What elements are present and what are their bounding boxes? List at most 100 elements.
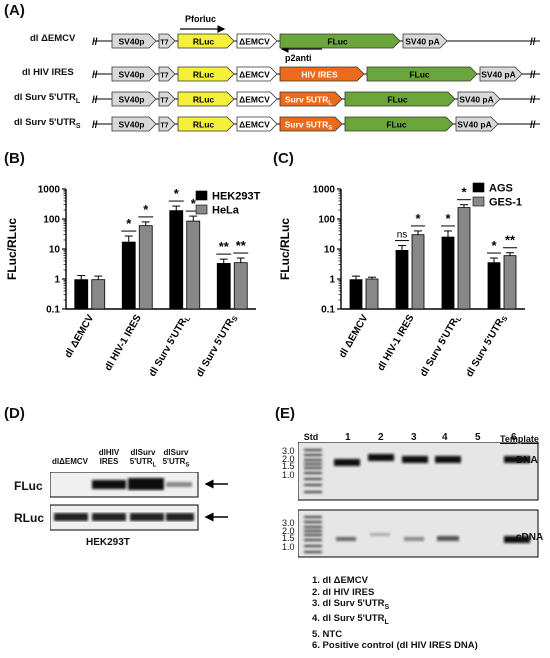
key-item-5: 5. NTC [312, 628, 343, 640]
fluc-band-4 [166, 482, 192, 487]
gel-lane-1: 1 [345, 432, 351, 443]
x-tick-label: dl HIV-1 IRES [103, 313, 144, 373]
x-tick-label: dl Surv 5'UTRL [418, 312, 463, 379]
construct-segment-label: SV40p [119, 120, 145, 130]
y-tick-label: 1 [54, 275, 60, 286]
chart-c: 0.1 1 10 100 1000 FLuc/RLuc dl ΔEMCV ns * dl HIV-… [278, 182, 525, 380]
sig-marker: ** [236, 238, 247, 253]
construct-label-1: dl ΔEMCV [30, 33, 76, 44]
rluc-band-4 [166, 513, 194, 521]
construct-segment [236, 66, 278, 82]
panel-c-letter: (C) [273, 150, 294, 167]
break-symbol: // [92, 70, 98, 81]
break-symbol: // [530, 37, 536, 48]
gel-key-list: 1. dl ΔEMCV 2. dl HIV IRES 3. dl Surv 5'… [312, 575, 478, 652]
construct-segment [177, 33, 235, 49]
p2anti-label: p2anti [285, 53, 312, 63]
break-symbol: // [92, 120, 98, 131]
construct-segment-label: T7 [160, 40, 168, 47]
blot-lane-4: dlSurv 5'UTRS [162, 448, 190, 469]
y-tick-label: 100 [318, 215, 335, 226]
construct-segment [158, 116, 176, 132]
sig-marker: * [174, 186, 180, 201]
break-symbol: // [530, 70, 536, 81]
y-tick-label: 10 [49, 245, 61, 256]
gel-row-cdna: cDNA [516, 532, 544, 543]
blot-lane-1: dlΔEMCV [52, 457, 88, 466]
bar [233, 262, 248, 310]
construct-segment-label: T7 [160, 98, 168, 105]
construct-segment-label: RLuc [193, 70, 215, 80]
construct-segment [111, 116, 157, 132]
key-item-4: 4. dl Surv 5'UTRL [312, 613, 389, 627]
sig-marker: * [491, 238, 497, 253]
bar [441, 236, 455, 310]
construct-segment-label: ΔEMCV [239, 70, 270, 80]
panel-b-letter: (B) [4, 150, 25, 167]
panel-d-letter: (D) [4, 405, 25, 422]
construct-segment [158, 91, 176, 107]
construct-segment-label: SV40p [119, 95, 145, 105]
break-symbol: // [530, 120, 536, 131]
y-axis-label: FLuc/RLuc [278, 218, 292, 280]
rluc-band-2 [92, 513, 126, 521]
gel-row-dna: DNA [516, 455, 538, 466]
construct-segment-label: ΔEMCV [239, 120, 270, 130]
legend-label: GES-1 [489, 197, 522, 209]
construct-segment [111, 91, 157, 107]
sig-marker: ** [505, 233, 516, 248]
break-symbol: // [530, 95, 536, 106]
bar [121, 241, 136, 310]
construct-segment-label: RLuc [193, 95, 215, 105]
y-tick-label: 100 [43, 215, 60, 226]
construct-label-3: dl Surv 5'UTRL [14, 92, 81, 105]
bar [91, 279, 106, 310]
bar [169, 210, 184, 310]
construct-segment-label: FLuc [387, 95, 408, 105]
construct-segment [344, 116, 454, 132]
bar [395, 249, 409, 310]
blot-cell-line: HEK293T [86, 537, 130, 548]
cdna-ladder-tick-4: 1.0 [282, 542, 295, 552]
construct-label-4: dl Surv 5'UTRS [14, 117, 81, 130]
dna-ladder-tick-4: 1.0 [282, 470, 295, 480]
y-tick-label: 1 [329, 275, 335, 286]
construct-segment-label: SV40 pA [405, 37, 440, 47]
construct-segment [344, 91, 456, 107]
blot-lane-2: dlHIV IRES [98, 448, 120, 466]
sig-marker: * [461, 185, 467, 200]
construct-segment [236, 33, 278, 49]
sig-marker: * [143, 202, 149, 217]
dna-ladder-tick-3: 1.5 [282, 461, 295, 471]
construct-segment [111, 66, 157, 82]
blot-lane-3: dlSurv 5'UTRL [129, 448, 157, 469]
construct-segment [279, 33, 401, 49]
sig-marker: * [415, 211, 421, 226]
construct-segment-label: SV40p [119, 37, 145, 47]
dna-ladder-tick-2: 2.0 [282, 454, 295, 464]
legend-swatch [472, 182, 485, 193]
legend-swatch [195, 204, 208, 215]
gel-dna-box [298, 442, 539, 501]
bar [349, 279, 363, 310]
bar [138, 225, 153, 310]
legend-swatch [472, 196, 485, 207]
construct-segment [279, 91, 343, 107]
construct-segment [177, 66, 235, 82]
bar [74, 279, 89, 310]
bar [186, 220, 201, 310]
x-tick-label: dl Surv 5'UTRS [464, 313, 509, 380]
y-tick-label: 0.1 [46, 305, 60, 316]
western-blot [50, 472, 228, 531]
gel-lane-2: 2 [378, 432, 384, 443]
key-item-6: 6. Positive control (dl HIV IRES DNA) [312, 640, 478, 652]
bar [411, 234, 425, 310]
y-axis-label: FLuc/RLuc [5, 218, 19, 280]
y-tick-label: 10 [324, 245, 336, 256]
x-tick-label: dl Surv 5'UTRL [147, 312, 192, 379]
gel-lane-6: 6 [511, 432, 517, 443]
construct-segment-label: SV40 pA [457, 120, 492, 130]
construct-segment [279, 116, 343, 132]
construct-segment-label: FLuc [327, 37, 348, 47]
